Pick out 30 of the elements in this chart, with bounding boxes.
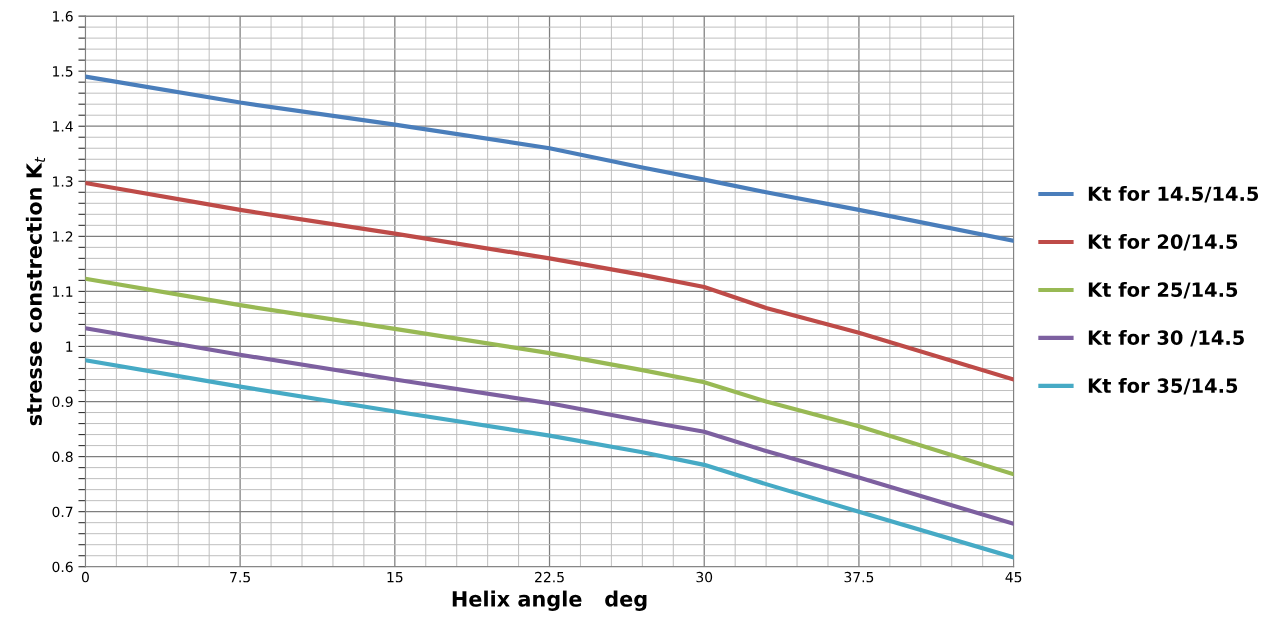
y-tick-label: 1 [66,341,73,352]
legend-label: Kt for 14.5/14.5 [1088,186,1259,203]
line-series [85,326,1014,526]
y-tick-label: 1.5 [53,66,73,77]
x-tick-label: 15 [387,572,403,583]
line-series [85,74,1014,243]
x-tick-label: 0 [81,571,89,583]
y-tick-label: 0.9 [52,396,73,408]
line-series [85,180,1014,382]
x-axis-title: Helix angle deg [452,590,647,611]
y-tick-label: 0.8 [52,451,73,463]
x-tick-label: 30 [696,571,713,583]
y-tick-label: 0.7 [52,506,73,518]
legend-label: Kt for 25/14.5 [1088,282,1238,299]
y-tick-label: 0.6 [52,561,73,573]
line-series [85,358,1014,560]
x-tick-label: 37.5 [844,571,874,583]
x-tick-label: 7.5 [230,572,250,583]
x-tick-label: 45 [1005,572,1022,583]
line-series [85,276,1014,477]
y-tick-label: 1.4 [53,121,73,132]
y-tick-label: 1.1 [53,286,73,297]
y-tick-label: 1.3 [53,176,73,187]
legend-label: Kt for 30 /14.5 [1088,329,1244,347]
y-tick-label: 1.2 [53,231,73,242]
y-axis-title: stresse constrection K$_{t}$ [25,156,46,426]
y-tick-label: 1.6 [53,11,73,22]
legend-label: Kt for 35/14.5 [1088,377,1238,395]
x-tick-label: 22.5 [535,571,564,583]
legend-label: Kt for 20/14.5 [1088,234,1238,251]
